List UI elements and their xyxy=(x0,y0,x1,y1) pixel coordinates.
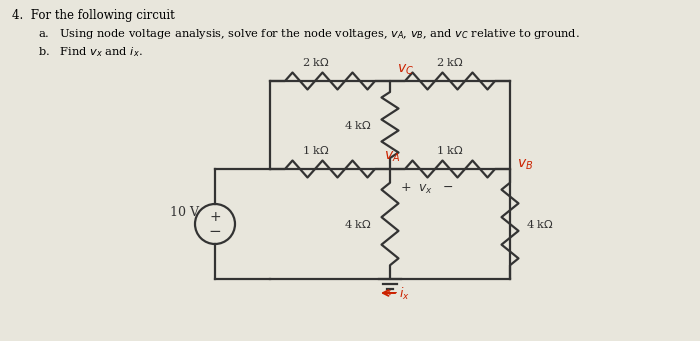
Text: 1 k$\Omega$: 1 k$\Omega$ xyxy=(436,144,464,156)
Text: 10 V: 10 V xyxy=(171,206,199,219)
Text: 1 k$\Omega$: 1 k$\Omega$ xyxy=(302,144,330,156)
Text: a.   Using node voltage analysis, solve for the node voltages, $v_A$, $v_B$, and: a. Using node voltage analysis, solve fo… xyxy=(38,27,580,41)
Text: $+\ \ v_x\ \ -$: $+\ \ v_x\ \ -$ xyxy=(400,182,453,196)
Text: 2 k$\Omega$: 2 k$\Omega$ xyxy=(436,56,464,68)
Text: 4.  For the following circuit: 4. For the following circuit xyxy=(12,9,175,22)
Text: $v_B$: $v_B$ xyxy=(517,158,533,172)
Text: 4 k$\Omega$: 4 k$\Omega$ xyxy=(344,218,372,230)
Text: 2 k$\Omega$: 2 k$\Omega$ xyxy=(302,56,330,68)
Text: −: − xyxy=(209,224,221,239)
Text: $\leftarrow i_x$: $\leftarrow i_x$ xyxy=(384,286,410,302)
Text: b.   Find $v_x$ and $i_x$.: b. Find $v_x$ and $i_x$. xyxy=(38,45,143,59)
Text: 4 k$\Omega$: 4 k$\Omega$ xyxy=(344,119,372,131)
Text: $v_C$: $v_C$ xyxy=(397,63,414,77)
Text: +: + xyxy=(209,209,220,223)
Text: 4 k$\Omega$: 4 k$\Omega$ xyxy=(526,218,554,230)
Text: $v_A$: $v_A$ xyxy=(384,150,400,164)
